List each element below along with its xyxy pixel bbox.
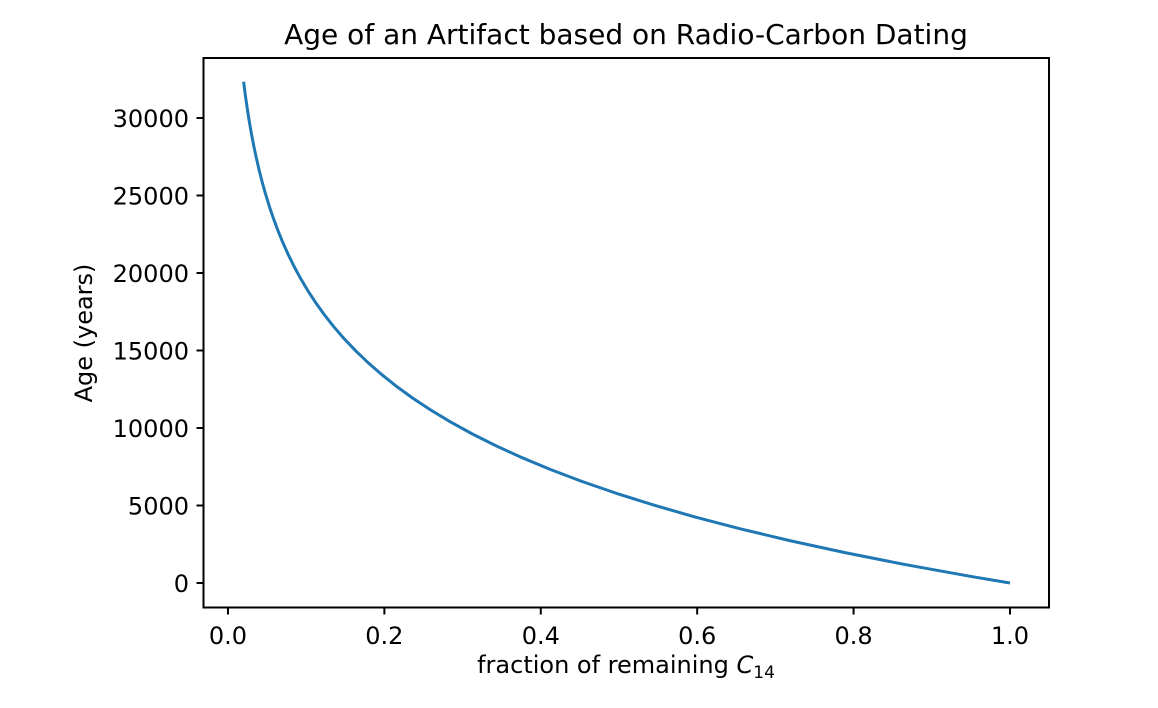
- x-axis-label-subscript: 14: [753, 663, 775, 683]
- y-tick-label: 15000: [113, 337, 189, 365]
- x-tick-label: 0.6: [678, 622, 716, 650]
- x-axis-label-text: fraction of remaining: [477, 651, 736, 679]
- x-axis-label: fraction of remaining C14: [477, 651, 775, 683]
- y-tick-label: 5000: [128, 492, 189, 520]
- x-axis-ticks: 0.0 0.2 0.4 0.6 0.8 1.0: [209, 607, 1029, 650]
- y-tick-label: 10000: [113, 415, 189, 443]
- chart-title: Age of an Artifact based on Radio-Carbon…: [284, 18, 968, 51]
- y-tick-label: 25000: [113, 182, 189, 210]
- plot-area: [202, 57, 1050, 609]
- x-tick-label: 0.0: [209, 622, 247, 650]
- y-tick-label: 0: [174, 570, 189, 598]
- y-tick-label: 30000: [113, 105, 189, 133]
- series-line: [242, 81, 1011, 585]
- x-tick-label: 1.0: [991, 622, 1029, 650]
- x-tick-label: 0.8: [834, 622, 872, 650]
- x-tick-label: 0.4: [522, 622, 560, 650]
- x-tick-label: 0.2: [365, 622, 403, 650]
- x-axis-label-symbol: C: [737, 651, 754, 679]
- y-axis-ticks: 0 5000 10000 15000 20000 25000 30000: [113, 105, 204, 598]
- y-tick-label: 20000: [113, 260, 189, 288]
- y-axis-label: Age (years): [70, 264, 98, 403]
